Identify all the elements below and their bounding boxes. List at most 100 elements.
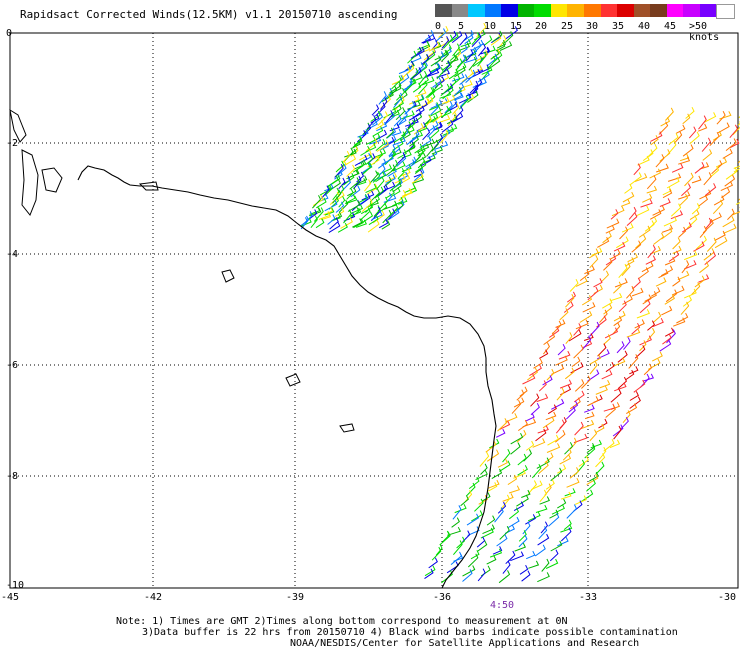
wind-barb — [680, 301, 690, 315]
wind-barb — [402, 121, 412, 137]
wind-barb — [439, 531, 451, 546]
wind-barb — [331, 213, 341, 222]
wind-barb — [394, 174, 406, 184]
wind-barb — [516, 389, 525, 401]
wind-barb — [448, 98, 458, 111]
wind-barb — [389, 123, 400, 132]
wind-barb — [578, 455, 589, 467]
wind-barb — [582, 302, 596, 313]
y-tick-label: 0 — [6, 28, 12, 39]
wind-barb — [478, 495, 488, 505]
wind-barb — [310, 215, 318, 229]
wind-barb — [649, 209, 662, 220]
wind-barb — [671, 163, 684, 173]
wind-barb — [486, 515, 496, 526]
wind-barb — [376, 176, 385, 190]
wind-barb — [430, 99, 443, 109]
wind-barb — [454, 62, 467, 74]
wind-barb — [661, 305, 673, 316]
wind-barb — [351, 204, 364, 214]
wind-barb — [568, 400, 579, 413]
wind-barb — [593, 394, 603, 403]
wind-barb — [601, 270, 610, 283]
wind-barb — [639, 299, 651, 314]
y-tick-label: -8 — [6, 471, 18, 482]
wind-barb — [507, 474, 518, 486]
wind-barb — [453, 82, 465, 97]
wind-barb — [698, 274, 710, 283]
wind-barb — [704, 251, 717, 265]
wind-barb — [613, 241, 626, 252]
wind-barb — [342, 150, 350, 163]
wind-barb — [603, 257, 613, 271]
x-tick-labels: -45 -42 -39 -36 -33 -30 — [1, 592, 736, 603]
wind-barb — [469, 80, 479, 94]
wind-barb — [415, 100, 428, 112]
wind-barb — [347, 200, 361, 212]
wind-barb — [365, 154, 374, 166]
wind-barb — [522, 521, 531, 535]
wind-barb — [549, 549, 559, 562]
wind-barb — [441, 60, 451, 74]
wind-barb — [451, 30, 463, 43]
wind-barb — [327, 214, 336, 225]
wind-barb — [732, 206, 740, 216]
wind-barb — [446, 114, 457, 125]
wind-barb — [678, 191, 691, 200]
wind-barb — [365, 183, 377, 194]
wind-barb — [492, 30, 503, 43]
wind-barb — [388, 144, 401, 158]
wind-barb — [481, 65, 493, 75]
wind-barb — [486, 449, 500, 462]
wind-barb — [452, 505, 462, 520]
wind-barb — [467, 526, 480, 536]
wind-barb — [448, 68, 459, 80]
wind-barb — [581, 489, 594, 503]
wind-barb — [367, 119, 378, 130]
wind-barb — [659, 149, 671, 162]
wind-barb — [477, 70, 490, 83]
wind-barb — [427, 125, 436, 138]
wind-barb — [366, 114, 377, 130]
wind-barb — [664, 256, 676, 266]
wind-barb — [421, 76, 435, 86]
wind-barb — [598, 446, 607, 460]
wind-barb — [648, 143, 658, 157]
wind-barb — [495, 41, 506, 52]
wind-barb — [733, 165, 740, 169]
wind-barb — [582, 339, 593, 348]
wind-barb — [459, 93, 471, 107]
wind-barb — [403, 60, 414, 73]
wind-barb — [521, 489, 531, 498]
wind-barb — [414, 152, 427, 164]
wind-barb — [642, 373, 655, 382]
wind-barb — [510, 432, 524, 445]
legend-swatch — [484, 4, 502, 17]
wind-barb — [380, 97, 388, 110]
wind-barb — [378, 164, 386, 177]
wind-barb — [476, 536, 486, 548]
wind-barb — [471, 32, 480, 46]
wind-barb — [365, 138, 378, 152]
wind-barb — [712, 199, 724, 215]
wind-barb — [384, 112, 395, 126]
wind-barb — [622, 410, 631, 424]
wind-barb — [605, 405, 616, 418]
wind-barb — [545, 479, 555, 490]
wind-barb — [487, 53, 498, 66]
wind-barb — [502, 560, 511, 574]
wind-barb — [573, 344, 584, 359]
wind-barb — [389, 177, 402, 192]
wind-barb — [589, 360, 598, 375]
wind-barb — [471, 32, 482, 47]
wind-barb — [634, 173, 648, 183]
wind-barb — [347, 206, 360, 221]
wind-barb — [447, 526, 462, 536]
wind-barb — [565, 406, 576, 420]
wind-barb — [624, 257, 635, 267]
wind-barb — [370, 195, 380, 206]
wind-barb — [414, 163, 424, 174]
wind-barb — [409, 130, 420, 143]
wind-barb — [516, 494, 529, 507]
wind-barb — [335, 160, 345, 173]
